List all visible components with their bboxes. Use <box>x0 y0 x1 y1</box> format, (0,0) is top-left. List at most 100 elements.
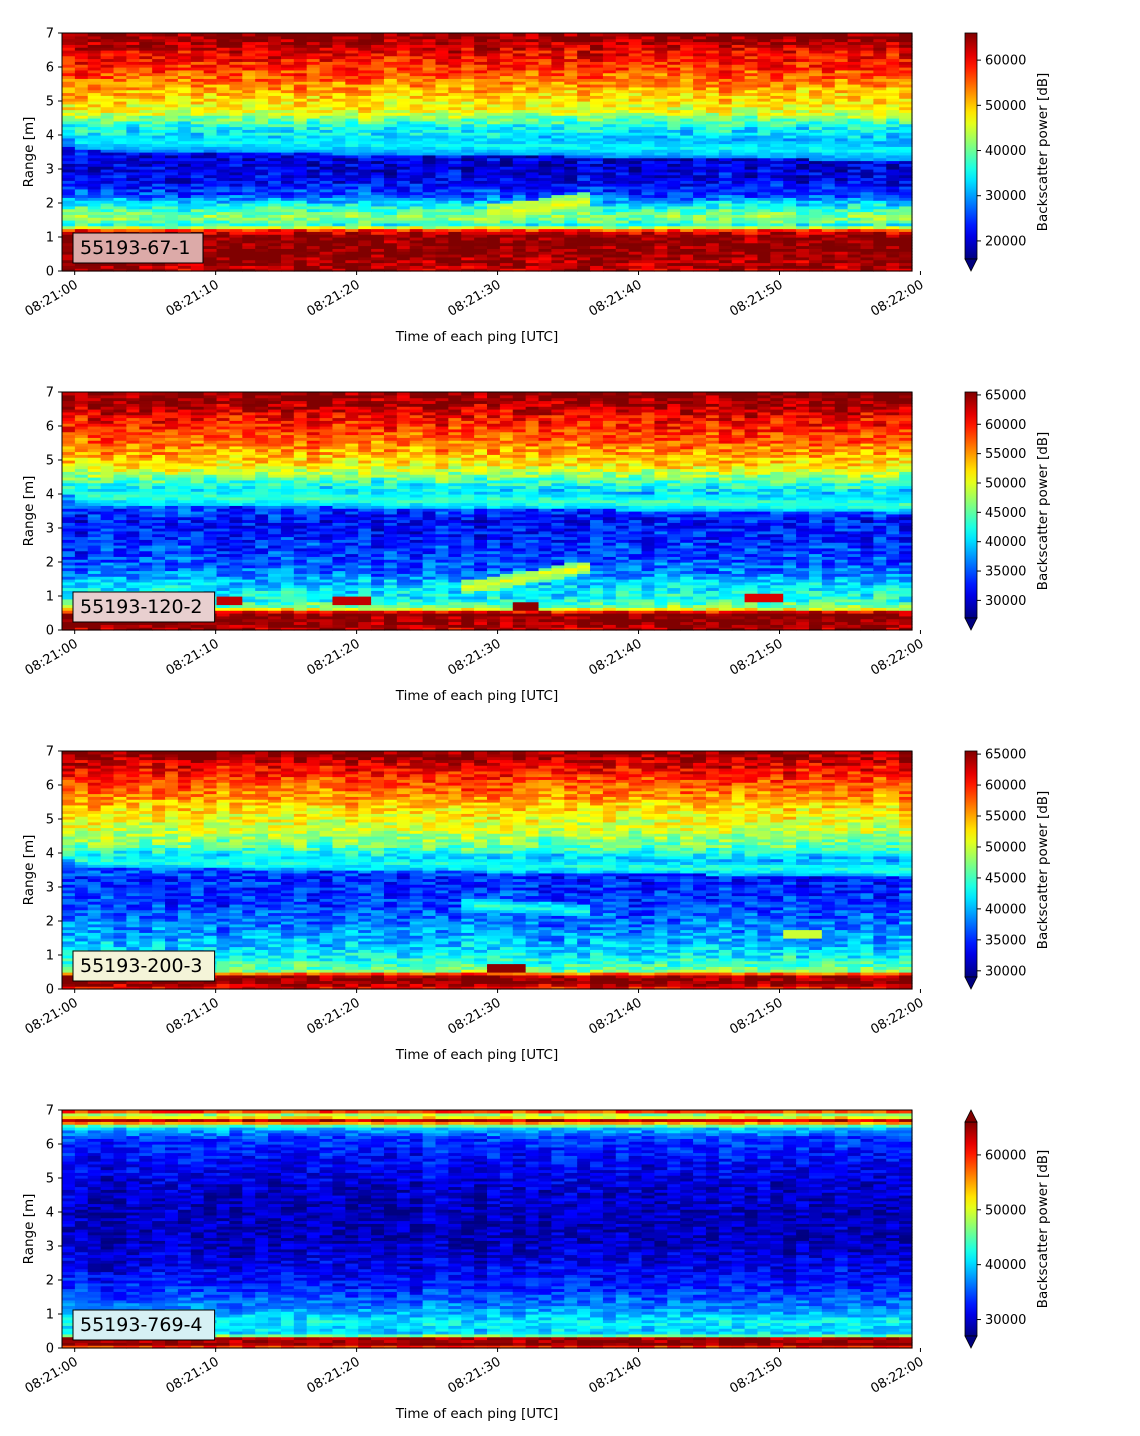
heatmap-cell <box>487 203 501 207</box>
heatmap-cell <box>409 214 424 218</box>
heatmap-cell <box>100 186 115 190</box>
heatmap-cell <box>512 222 527 227</box>
heatmap-cell <box>512 203 527 207</box>
heatmap-cell <box>139 197 153 201</box>
heatmap-cell <box>680 248 694 252</box>
heatmap-cell <box>255 222 269 227</box>
heatmap-cell <box>383 217 398 221</box>
heatmap-cell <box>383 197 398 201</box>
heatmap-cell <box>796 256 810 261</box>
heatmap-cell <box>602 234 617 238</box>
heatmap-cell <box>139 217 153 221</box>
heatmap-cell <box>268 225 282 230</box>
heatmap-cell <box>152 268 166 272</box>
heatmap-cell <box>293 194 308 198</box>
heatmap-cell <box>731 186 746 190</box>
heatmap-cell <box>512 214 527 218</box>
heatmap-cell <box>551 254 565 258</box>
heatmap-cell <box>590 225 604 230</box>
heatmap-cell <box>255 203 269 207</box>
heatmap-cell <box>538 200 552 204</box>
heatmap-cell <box>203 222 218 227</box>
heatmap-cell <box>448 248 462 252</box>
heatmap-cell <box>602 231 617 235</box>
heatmap-cell <box>564 217 578 221</box>
heatmap-cell <box>847 254 862 258</box>
heatmap-cell <box>229 228 243 232</box>
heatmap-cell <box>551 208 565 213</box>
heatmap-cell <box>152 217 166 221</box>
heatmap-cell <box>87 186 102 190</box>
heatmap-cell <box>383 228 398 232</box>
heatmap-cell <box>757 239 771 244</box>
heatmap-cell <box>152 225 166 230</box>
heatmap-cell <box>654 242 668 247</box>
heatmap-cell <box>693 188 707 193</box>
heatmap-cell <box>873 191 887 196</box>
heatmap-cell <box>718 203 733 207</box>
heatmap-cell <box>667 256 681 261</box>
heatmap-cell <box>358 220 372 224</box>
heatmap-cell <box>487 259 501 264</box>
heatmap-cell <box>512 234 527 238</box>
heatmap-cell <box>834 262 849 266</box>
heatmap-cell <box>796 208 810 213</box>
heatmap-cell <box>268 186 282 190</box>
heatmap-cell <box>821 254 836 258</box>
heatmap-cell <box>564 211 578 215</box>
heatmap-cell <box>770 208 784 213</box>
heatmap-cell <box>899 242 913 247</box>
heatmap-cell <box>280 211 295 215</box>
heatmap-cell <box>899 256 913 261</box>
heatmap-cell <box>590 191 604 196</box>
heatmap-cell <box>319 191 334 196</box>
heatmap-cell <box>499 200 514 204</box>
heatmap-cell <box>293 228 308 232</box>
heatmap-cell <box>783 268 797 272</box>
heatmap-cell <box>345 262 359 266</box>
heatmap-cell <box>371 245 385 249</box>
heatmap-cell <box>448 237 462 241</box>
heatmap-cell <box>371 265 385 269</box>
heatmap-cell <box>461 239 475 244</box>
heatmap-cell <box>615 228 630 232</box>
heatmap-cell <box>216 265 231 269</box>
heatmap-cell <box>332 205 346 210</box>
heatmap-cell <box>345 203 359 207</box>
heatmap-cell <box>280 220 295 224</box>
heatmap-cell <box>886 225 900 230</box>
heatmap-cell <box>693 245 707 249</box>
heatmap-cell <box>383 208 398 213</box>
heatmap-cell <box>190 211 205 215</box>
heatmap-cell <box>705 186 720 190</box>
heatmap-cell <box>860 228 874 232</box>
heatmap-cell <box>74 188 89 193</box>
heatmap-cell <box>602 245 617 249</box>
heatmap-cell <box>731 203 746 207</box>
heatmap-cell <box>602 254 617 258</box>
heatmap-cell <box>834 225 849 230</box>
heatmap-cell <box>860 211 874 215</box>
heatmap-cell <box>216 248 231 252</box>
heatmap-cell <box>796 262 810 266</box>
heatmap-cell <box>654 268 668 272</box>
heatmap-cell <box>242 245 256 249</box>
heatmap-cell <box>796 217 810 221</box>
heatmap-cell <box>693 214 707 218</box>
heatmap-cell <box>796 188 810 193</box>
heatmap-cell <box>744 211 759 215</box>
heatmap-cell <box>409 268 424 272</box>
heatmap-cell <box>280 237 295 241</box>
heatmap-cell <box>564 262 578 266</box>
heatmap-cell <box>615 205 630 210</box>
heatmap-cell <box>551 200 565 204</box>
heatmap-cell <box>499 222 514 227</box>
heatmap-cell <box>654 228 668 232</box>
heatmap-cell <box>899 186 913 190</box>
heatmap-cell <box>551 248 565 252</box>
heatmap-cell <box>242 259 256 264</box>
heatmap-cell <box>577 222 591 227</box>
heatmap-cell <box>628 203 643 207</box>
heatmap-cell <box>615 256 630 261</box>
heatmap-cell <box>796 203 810 207</box>
